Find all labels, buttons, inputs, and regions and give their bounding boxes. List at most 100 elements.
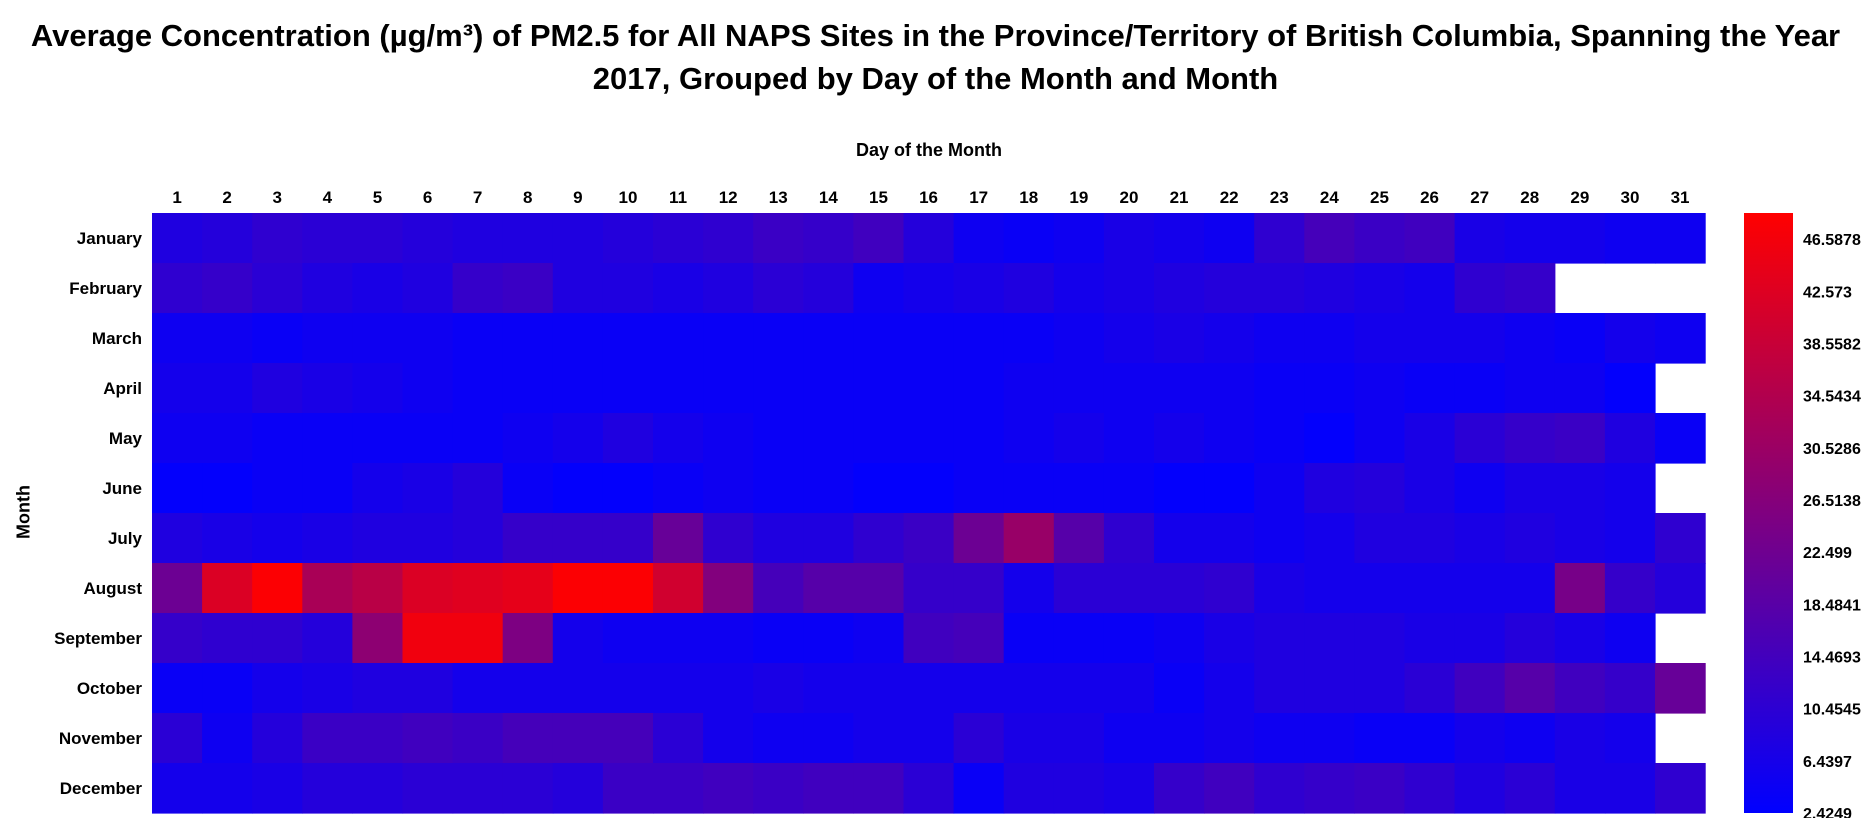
heatmap-cell: [1404, 763, 1456, 814]
heatmap-cell: [402, 713, 454, 764]
x-tick-label: 10: [618, 188, 637, 207]
heatmap-cell: [1554, 313, 1606, 364]
heatmap-cell: [853, 563, 905, 614]
heatmap-cell: [1554, 713, 1606, 764]
heatmap-cell: [1053, 613, 1105, 664]
heatmap-cell: [1504, 663, 1556, 714]
heatmap-cell: [452, 463, 504, 514]
heatmap-cell: [252, 713, 303, 764]
x-tick-label: 1: [172, 188, 181, 207]
heatmap-cell: [552, 613, 604, 664]
heatmap-cell: [202, 363, 253, 414]
heatmap-cell: [152, 313, 203, 364]
heatmap-cell: [152, 613, 203, 664]
heatmap-cell: [1204, 513, 1255, 564]
y-tick-label: October: [77, 679, 143, 698]
heatmap-cell: [1454, 513, 1506, 564]
heatmap-cell: [703, 663, 754, 714]
heatmap-cell: [352, 563, 404, 614]
y-tick-label: February: [69, 279, 142, 298]
heatmap-cell: [1053, 713, 1105, 764]
heatmap-cell: [1103, 363, 1155, 414]
heatmap-cell: [1404, 663, 1456, 714]
heatmap-cell: [903, 713, 955, 764]
heatmap-cell: [302, 363, 353, 414]
heatmap-cell: [1003, 213, 1055, 264]
heatmap-cell: [903, 513, 955, 564]
heatmap-cell: [602, 713, 654, 764]
x-tick-label: 22: [1220, 188, 1239, 207]
heatmap-cell: [502, 613, 554, 664]
heatmap-cell: [502, 463, 554, 514]
heatmap-cell: [653, 463, 704, 514]
x-tick-label: 27: [1470, 188, 1489, 207]
heatmap-cell: [1604, 413, 1656, 464]
heatmap-cell: [1354, 313, 1406, 364]
heatmap-cell: [352, 713, 404, 764]
heatmap-cell: [302, 563, 353, 614]
heatmap-cell: [1254, 363, 1305, 414]
heatmap-cell: [953, 513, 1005, 564]
heatmap-cell: [1053, 263, 1105, 314]
heatmap-cell: [1204, 563, 1255, 614]
heatmap-cell: [753, 313, 804, 364]
heatmap-cell: [1254, 263, 1305, 314]
heatmap-cell: [1204, 413, 1255, 464]
heatmap-cell: [1354, 513, 1406, 564]
heatmap-cell: [1204, 463, 1255, 514]
heatmap-cell: [1254, 563, 1305, 614]
heatmap-cell: [402, 763, 454, 814]
heatmap-cell: [753, 663, 804, 714]
heatmap-cell: [1554, 363, 1606, 414]
heatmap-cell: [703, 713, 754, 764]
heatmap-cell: [1604, 763, 1656, 814]
heatmap-cell: [853, 363, 905, 414]
heatmap-cell: [903, 313, 955, 364]
heatmap-cell: [552, 763, 604, 814]
heatmap-cell: [252, 613, 303, 664]
heatmap-cell: [753, 513, 804, 564]
heatmap-cell: [1454, 213, 1506, 264]
heatmap-cell: [1103, 563, 1155, 614]
heatmap-cell: [853, 513, 905, 564]
heatmap-cell: [1504, 613, 1556, 664]
heatmap-cell: [402, 463, 454, 514]
heatmap-cell: [302, 663, 353, 714]
heatmap-cell: [402, 213, 454, 264]
heatmap-cell: [1003, 363, 1055, 414]
y-tick-label: May: [109, 429, 143, 448]
heatmap-cell: [903, 363, 955, 414]
heatmap-cell: [452, 563, 504, 614]
heatmap-cell: [853, 713, 905, 764]
heatmap-cell: [753, 463, 804, 514]
heatmap-cell: [252, 563, 303, 614]
heatmap-cell: [1103, 763, 1155, 814]
heatmap-cell: [1554, 563, 1606, 614]
heatmap-cell: [1053, 213, 1105, 264]
heatmap-cell: [1404, 413, 1456, 464]
heatmap-cell: [1154, 663, 1205, 714]
heatmap-cell: [1504, 563, 1556, 614]
heatmap-cell: [152, 363, 203, 414]
heatmap-cell: [803, 763, 854, 814]
heatmap-cell: [1204, 213, 1255, 264]
heatmap-cell: [753, 563, 804, 614]
heatmap-cell: [803, 413, 854, 464]
heatmap-cell: [352, 213, 404, 264]
x-tick-label: 29: [1570, 188, 1589, 207]
heatmap-cell: [753, 263, 804, 314]
heatmap-cell: [853, 463, 905, 514]
heatmap-cell: [402, 363, 454, 414]
heatmap-cell: [502, 713, 554, 764]
heatmap-cell: [703, 613, 754, 664]
heatmap-cell: [402, 613, 454, 664]
x-tick-label: 17: [969, 188, 988, 207]
heatmap-cell: [1003, 313, 1055, 364]
heatmap-cell: [602, 563, 654, 614]
heatmap-cell: [1304, 413, 1355, 464]
heatmap-cell: [1204, 713, 1255, 764]
colorbar-tick-label: 46.5878: [1803, 232, 1861, 249]
heatmap-cell: [352, 263, 404, 314]
colorbar-tick-label: 42.573: [1803, 284, 1852, 301]
heatmap-cell: [552, 213, 604, 264]
